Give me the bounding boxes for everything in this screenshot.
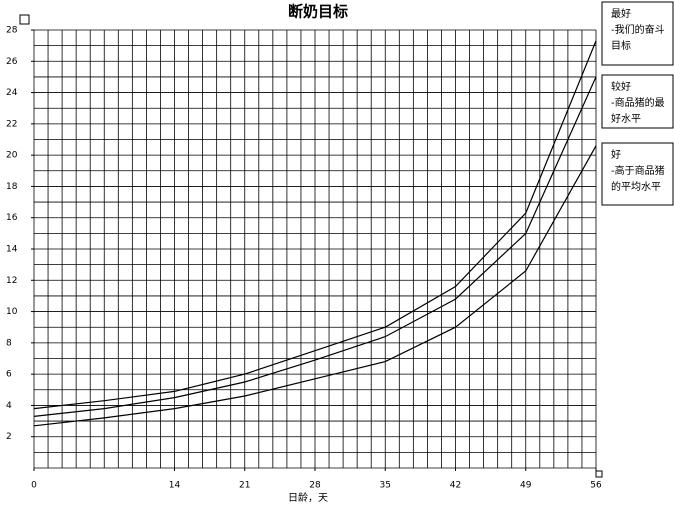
table-resize [595, 470, 603, 478]
y-tick-label: 6 [6, 370, 12, 380]
annotation-text: 好水平 [611, 113, 641, 125]
table-handle [19, 14, 30, 25]
y-tick-label: 24 [6, 88, 18, 98]
y-tick-label: 14 [6, 245, 18, 255]
y-tick-label: 16 [6, 213, 18, 223]
y-tick-label: 28 [6, 26, 18, 36]
annotation-text: 目标 [611, 40, 631, 52]
y-tick-label: 2 [6, 432, 12, 442]
x-tick-label: 0 [31, 481, 37, 491]
y-tick-label: 8 [6, 338, 12, 348]
x-tick-label: 56 [590, 481, 602, 491]
x-tick-label: 28 [309, 481, 321, 491]
annotation-text: 的平均水平 [611, 180, 661, 193]
x-tick-label: 49 [520, 481, 532, 491]
annotation-text: 最好 [611, 8, 631, 20]
x-axis-label: 日龄，天 [288, 491, 328, 504]
y-tick-label: 20 [6, 151, 18, 161]
x-tick-label: 21 [239, 481, 250, 491]
y-tick-label: 26 [6, 57, 18, 67]
y-tick-label: 10 [6, 307, 18, 317]
x-tick-label: 35 [380, 481, 391, 491]
y-tick-label: 12 [6, 276, 17, 286]
annotation-box [601, 142, 674, 206]
annotation-text: 较好 [611, 80, 631, 93]
annotation-text: -我们的奋斗 [611, 23, 665, 36]
annotation-box [601, 1, 674, 66]
series-line [33, 76, 597, 417]
annotation-text: -高于商品猪 [611, 164, 665, 177]
x-tick-label: 14 [169, 481, 181, 491]
annotation-box [601, 74, 674, 129]
x-tick-label: 42 [450, 481, 461, 491]
series-line [33, 40, 597, 410]
chart-title: 断奶目标 [288, 3, 348, 21]
series-line [33, 145, 597, 427]
annotation-text: -商品猪的最 [611, 96, 665, 109]
annotation-text: 好 [611, 149, 621, 161]
y-tick-label: 22 [6, 119, 17, 129]
y-tick-label: 18 [6, 182, 18, 192]
y-tick-label: 4 [6, 401, 12, 411]
